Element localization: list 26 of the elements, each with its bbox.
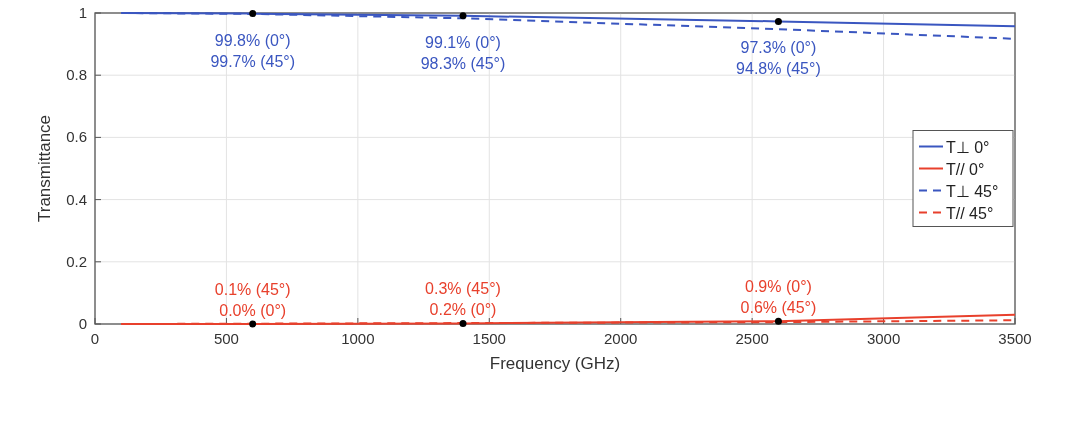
x-tick-label: 0	[90, 330, 100, 347]
legend-label: T⊥ 0°	[946, 138, 990, 156]
x-tick-label: 1000	[341, 330, 375, 347]
x-tick-label: 2000	[604, 330, 638, 347]
y-tick-label: 1	[78, 4, 87, 21]
y-tick-label: 0.6	[66, 128, 87, 146]
x-tick-label: 1500	[472, 330, 506, 347]
y-tick-label: 0	[78, 315, 87, 332]
y-tick-label: 0.8	[66, 66, 87, 84]
annotation: 0.1% (45°) 0.0% (0°)	[214, 281, 291, 319]
legend-label: T// 45°	[946, 204, 994, 222]
x-tick-label: 500	[213, 330, 239, 347]
legend-label: T// 0°	[946, 160, 985, 178]
y-tick-label: 0.2	[66, 252, 87, 270]
y-tick-label: 0.4	[66, 190, 87, 208]
x-axis-title: Frequency (GHz)	[489, 354, 621, 373]
annotation: 99.1% (0°) 98.3% (45°)	[420, 33, 506, 72]
annotation: 99.8% (0°) 99.7% (45°)	[210, 31, 296, 70]
x-tick-label: 3000	[866, 330, 901, 347]
annotation: 97.3% (0°) 94.8% (45°)	[736, 39, 821, 78]
x-tick-label: 3500	[998, 330, 1032, 347]
legend-label: T⊥ 45°	[946, 182, 999, 200]
y-axis-title: Transmittance	[35, 114, 54, 223]
x-tick-label: 2500	[735, 330, 769, 347]
annotation: 0.9% (0°) 0.6% (45°)	[740, 278, 817, 317]
annotation: 0.3% (45°) 0.2% (0°)	[425, 280, 501, 319]
